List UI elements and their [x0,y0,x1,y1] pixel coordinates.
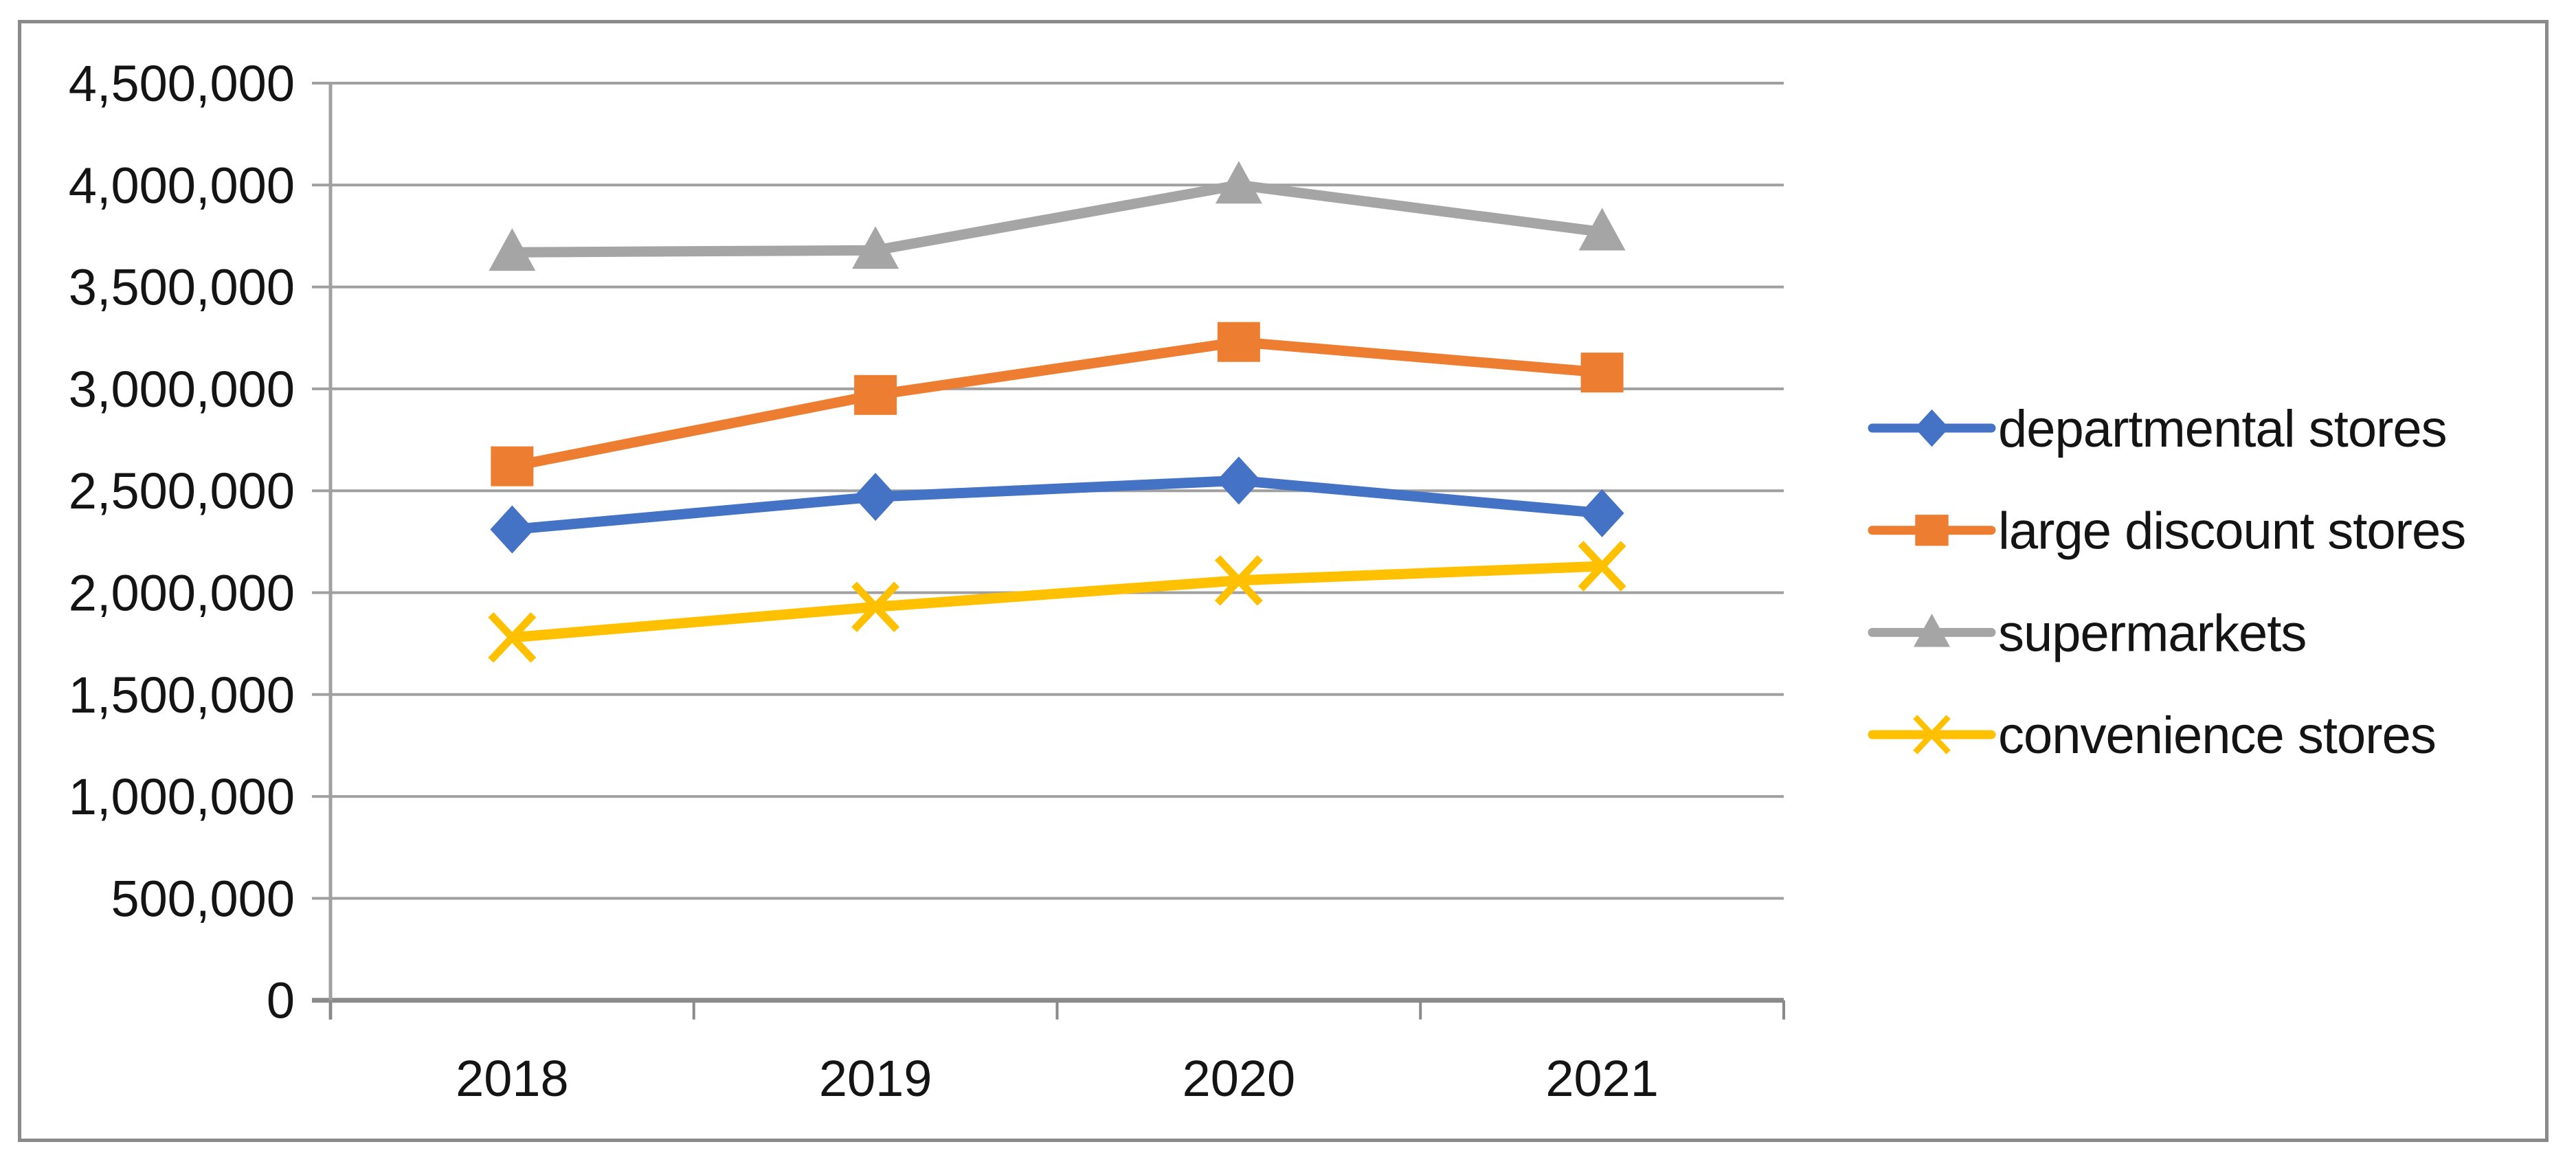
y-axis-tick-label: 4,000,000 [69,157,295,214]
x-axis-category-label: 2020 [1183,1050,1296,1107]
data-point-convenience-stores [851,581,900,633]
series-line-convenience-stores [511,561,1602,643]
legend-key-marker [1913,614,1951,647]
x-axis-category-label: 2019 [819,1050,932,1107]
y-axis-tick-label: 500,000 [111,870,295,927]
x-axis-category-label: 2021 [1545,1050,1659,1107]
data-point-large-discount-stores [1580,352,1624,393]
data-point-supermarkets [852,226,899,269]
data-point-large-discount-stores [1217,322,1260,362]
series-line-departmental-stores [511,475,1603,535]
data-point-departmental-stores [1580,489,1624,537]
y-axis-tick-label: 1,000,000 [69,768,295,825]
data-point-convenience-stores [488,612,537,663]
legend-label: supermarkets [1998,604,2306,662]
y-axis-tick-label: 3,000,000 [69,361,295,418]
series-line-supermarkets [512,179,1603,258]
data-point-departmental-stores [1216,456,1261,505]
y-axis-tick-label: 2,500,000 [69,462,295,519]
data-point-supermarkets [1578,208,1626,251]
legend-label: convenience stores [1998,706,2436,765]
data-point-convenience-stores [1214,555,1263,606]
x-axis-category-label: 2018 [456,1050,569,1107]
legend-label: large discount stores [1998,502,2465,561]
data-point-large-discount-stores [491,446,534,486]
legend-key-marker [1913,715,1951,754]
data-point-supermarkets [489,228,536,271]
data-point-departmental-stores [853,473,898,522]
y-axis-tick-label: 2,000,000 [69,565,295,622]
legend-key-marker [1914,409,1949,447]
legend-label: departmental stores [1998,400,2447,458]
legend-key-marker [1915,515,1949,546]
y-axis-tick-label: 0 [267,972,295,1029]
y-axis-tick-label: 3,500,000 [69,259,295,316]
data-point-departmental-stores [490,505,535,554]
data-point-supermarkets [1215,161,1262,204]
data-point-large-discount-stores [854,374,897,415]
y-axis-tick-label: 1,500,000 [69,667,295,724]
data-point-convenience-stores [1578,541,1626,592]
y-axis-tick-label: 4,500,000 [69,55,295,112]
series-line-large-discount-stores [511,337,1603,471]
